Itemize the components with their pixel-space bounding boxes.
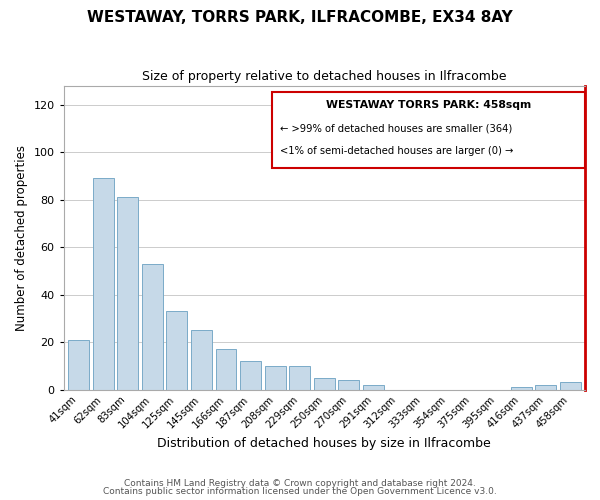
- Text: Contains public sector information licensed under the Open Government Licence v3: Contains public sector information licen…: [103, 488, 497, 496]
- Bar: [166, 311, 187, 390]
- Bar: [215, 349, 236, 390]
- Bar: [363, 385, 384, 390]
- Title: Size of property relative to detached houses in Ilfracombe: Size of property relative to detached ho…: [142, 70, 506, 83]
- Bar: [535, 385, 556, 390]
- FancyBboxPatch shape: [272, 92, 585, 168]
- Bar: [142, 264, 163, 390]
- Bar: [511, 387, 532, 390]
- Bar: [191, 330, 212, 390]
- Bar: [117, 197, 138, 390]
- Y-axis label: Number of detached properties: Number of detached properties: [15, 144, 28, 330]
- Bar: [560, 382, 581, 390]
- Bar: [92, 178, 113, 390]
- Bar: [314, 378, 335, 390]
- Bar: [68, 340, 89, 390]
- Bar: [240, 361, 261, 390]
- Text: WESTAWAY, TORRS PARK, ILFRACOMBE, EX34 8AY: WESTAWAY, TORRS PARK, ILFRACOMBE, EX34 8…: [87, 10, 513, 25]
- Bar: [338, 380, 359, 390]
- Text: <1% of semi-detached houses are larger (0) →: <1% of semi-detached houses are larger (…: [280, 146, 514, 156]
- Bar: [265, 366, 286, 390]
- X-axis label: Distribution of detached houses by size in Ilfracombe: Distribution of detached houses by size …: [157, 437, 491, 450]
- Text: WESTAWAY TORRS PARK: 458sqm: WESTAWAY TORRS PARK: 458sqm: [326, 100, 531, 110]
- Bar: [289, 366, 310, 390]
- Text: Contains HM Land Registry data © Crown copyright and database right 2024.: Contains HM Land Registry data © Crown c…: [124, 478, 476, 488]
- Text: ← >99% of detached houses are smaller (364): ← >99% of detached houses are smaller (3…: [280, 123, 512, 133]
